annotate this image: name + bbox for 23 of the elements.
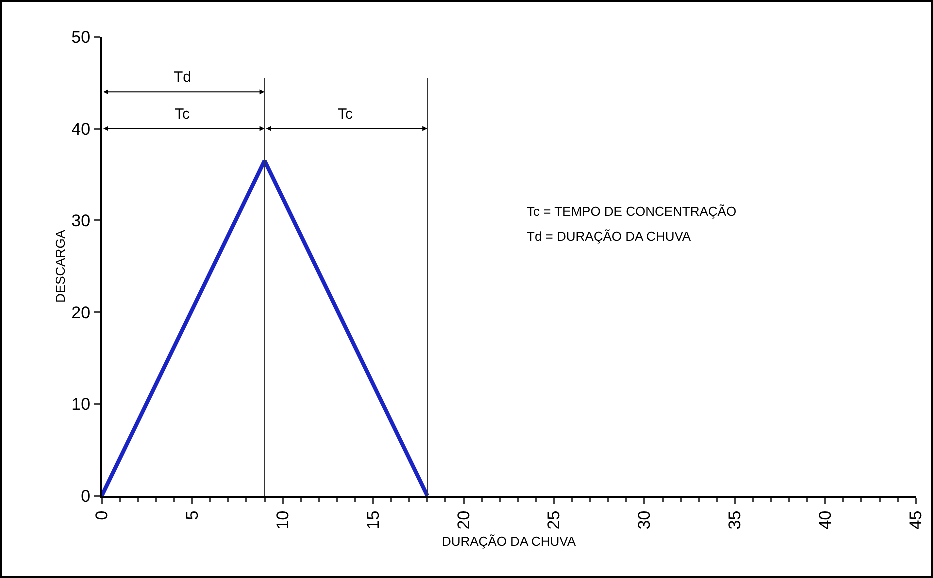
x-tick-label: 0 bbox=[92, 510, 112, 520]
annotation: Tc bbox=[175, 106, 190, 123]
x-tick-label: 45 bbox=[906, 510, 926, 530]
y-tick-label: 50 bbox=[72, 28, 91, 47]
annotation: Tc bbox=[338, 106, 354, 123]
x-tick-label: 20 bbox=[454, 510, 474, 530]
y-tick-label: 30 bbox=[72, 212, 91, 231]
x-tick-label: 35 bbox=[726, 510, 745, 530]
x-tick-label: 25 bbox=[544, 510, 564, 530]
x-tick-label: 15 bbox=[364, 510, 383, 530]
x-axis-title: DURAÇÃO DA CHUVA bbox=[442, 534, 576, 549]
annotation: Td = DURAÇÃO DA CHUVA bbox=[527, 229, 692, 244]
y-tick-label: 10 bbox=[72, 395, 91, 414]
annotation: Tc = TEMPO DE CONCENTRAÇÃO bbox=[527, 204, 737, 219]
x-tick-label: 40 bbox=[816, 510, 836, 530]
y-axis-title: DESCARGA bbox=[53, 230, 68, 303]
y-tick-label: 40 bbox=[72, 120, 91, 139]
y-tick-label: 0 bbox=[81, 486, 91, 506]
x-tick-label: 30 bbox=[635, 510, 654, 530]
y-tick-label: 20 bbox=[72, 303, 91, 322]
x-tick-label: 5 bbox=[182, 510, 202, 520]
annotation: Td bbox=[174, 69, 192, 86]
x-tick-label: 10 bbox=[273, 510, 292, 530]
